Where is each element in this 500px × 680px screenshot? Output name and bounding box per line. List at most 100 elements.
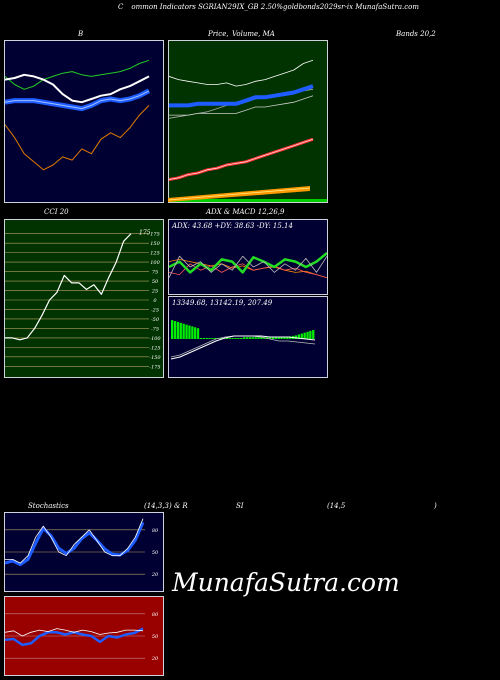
price-line	[169, 59, 314, 87]
cci-label: CCI 20	[44, 208, 69, 216]
rsi-tick-label: 20	[151, 656, 159, 662]
rsi-tick-label: 80	[152, 612, 159, 618]
stoch-label-c: SI	[236, 502, 244, 510]
macd-histogram-bar	[248, 337, 252, 339]
bands-label-b: B	[78, 30, 84, 38]
cci-tick-label: -175	[149, 364, 160, 370]
macd-histogram-bar	[196, 328, 200, 339]
macd-histogram-bar	[182, 323, 185, 339]
stoch-label-a: Stochastics	[28, 502, 69, 510]
macd-histogram-bar	[205, 338, 208, 339]
volume-baseline	[169, 199, 327, 202]
macd-histogram-bar	[268, 337, 272, 339]
cci-line	[5, 233, 132, 341]
price-label: Price,	[208, 30, 229, 38]
cci-tick-label: 0	[153, 298, 157, 304]
rsi-panel: 80 50 20	[4, 596, 164, 676]
macd-histogram-bar	[179, 322, 182, 339]
macd-histogram-bar	[199, 338, 203, 339]
stoch-label-b: (14,3,3) & R	[144, 502, 188, 510]
cci-panel: 175 150 125 100 75 50 25 0 -25 -50 -75 -100 -125 -150…	[4, 219, 164, 378]
macd-histogram-bar	[194, 327, 197, 339]
band-lower-line	[5, 105, 150, 171]
macd-histogram-bar	[176, 321, 180, 339]
ma-red-line	[169, 137, 314, 181]
macd-histogram-bar	[211, 338, 214, 339]
macd-histogram-bar	[257, 337, 260, 339]
macd-histogram-bar	[225, 338, 228, 339]
macd-histogram-bar	[231, 338, 234, 339]
bands-panel	[4, 40, 164, 203]
adx-values: ADX: 43.68 +DY: 38.63 -DY: 15.14	[172, 222, 293, 230]
macd-histogram-bar	[191, 326, 194, 339]
macd-signal-line	[170, 335, 316, 358]
macd-histogram-bar	[171, 320, 174, 339]
macd-values: 13349.68, 13142.19, 207.49	[172, 299, 273, 307]
price-panel	[168, 40, 328, 203]
cci-tick-label: -150	[149, 355, 161, 361]
macd-histogram-bar	[254, 337, 257, 339]
macd-histogram-bar	[312, 330, 315, 339]
macd-histogram-bar	[294, 335, 298, 339]
macd-histogram-bar	[306, 331, 309, 339]
macd-histogram-bar	[277, 337, 280, 339]
macd-histogram-bar	[271, 337, 275, 339]
cci-last-label: 175	[139, 230, 151, 237]
stoch-chart: 80 50 20	[5, 518, 159, 578]
macd-histogram-bar	[220, 338, 223, 339]
band-upper-line	[5, 59, 150, 90]
rsi-tick-label: 50	[152, 634, 159, 640]
macd-histogram-bar	[251, 337, 254, 339]
macd-histogram-bar	[286, 336, 289, 340]
adx-panel: ADX: 43.68 +DY: 38.63 -DY: 15.14	[168, 219, 328, 295]
band-middle-highlight	[5, 90, 150, 110]
macd-histogram-bar	[188, 325, 191, 339]
stoch-d-line	[5, 521, 145, 567]
stoch-panel: 80 50 20	[4, 512, 164, 592]
macd-histogram-bar	[260, 337, 263, 339]
stoch-tick-label: 80	[152, 528, 159, 534]
bands-chart	[5, 59, 151, 171]
adx-plus-di-line	[169, 252, 327, 274]
adx-line	[169, 255, 327, 278]
title-text: ommon Indicators SGRIAN29IX_GB 2.50%gold…	[131, 3, 420, 11]
cci-tick-label: 25	[151, 289, 158, 295]
cci-tick-label: -100	[149, 336, 161, 342]
macd-histogram-bar	[300, 333, 303, 339]
macd-panel: 13349.68, 13142.19, 207.49	[168, 296, 328, 378]
macd-histogram-bar	[208, 338, 211, 339]
cci-chart: 175 150 125 100 75 50 25 0 -25 -50 -75 -100 -125 -150…	[5, 230, 161, 370]
stoch-tick-label: 20	[151, 572, 159, 578]
cci-tick-label: 175	[150, 232, 160, 238]
cci-tick-label: 125	[150, 251, 160, 257]
macd-histogram-bar	[274, 337, 277, 339]
macd-histogram-bar	[280, 337, 283, 339]
macd-histogram-bar	[202, 338, 205, 339]
macd-histogram-bar	[185, 324, 188, 339]
stoch-label-e: )	[434, 502, 437, 510]
cci-tick-label: 50	[152, 279, 159, 285]
ma-mid-line	[169, 95, 314, 116]
macd-histogram-bar	[243, 337, 246, 339]
stoch-label-d: (14,5	[327, 502, 346, 510]
cci-tick-label: 150	[150, 241, 160, 247]
adx-signal-line	[169, 259, 327, 279]
watermark: MunafaSutra.com	[172, 568, 400, 597]
macd-histogram-bar	[297, 334, 300, 339]
cci-tick-label: 75	[152, 270, 158, 276]
cci-tick-label: -25	[151, 307, 159, 313]
cci-tick-label: -125	[149, 345, 160, 351]
macd-histogram-bar	[228, 338, 231, 339]
rsi-chart: 80 50 20	[5, 612, 159, 662]
price-close-line	[5, 73, 150, 104]
macd-histogram-bar	[214, 338, 217, 339]
macd-histogram-bar	[245, 337, 249, 339]
ma-blue-line	[169, 84, 314, 108]
price-chart	[169, 59, 327, 202]
cci-tick-label: -75	[151, 326, 159, 332]
rsi-line	[5, 628, 144, 637]
adx-chart	[169, 252, 327, 279]
title-initial: C	[118, 3, 124, 11]
cci-tick-label: -50	[151, 317, 160, 323]
